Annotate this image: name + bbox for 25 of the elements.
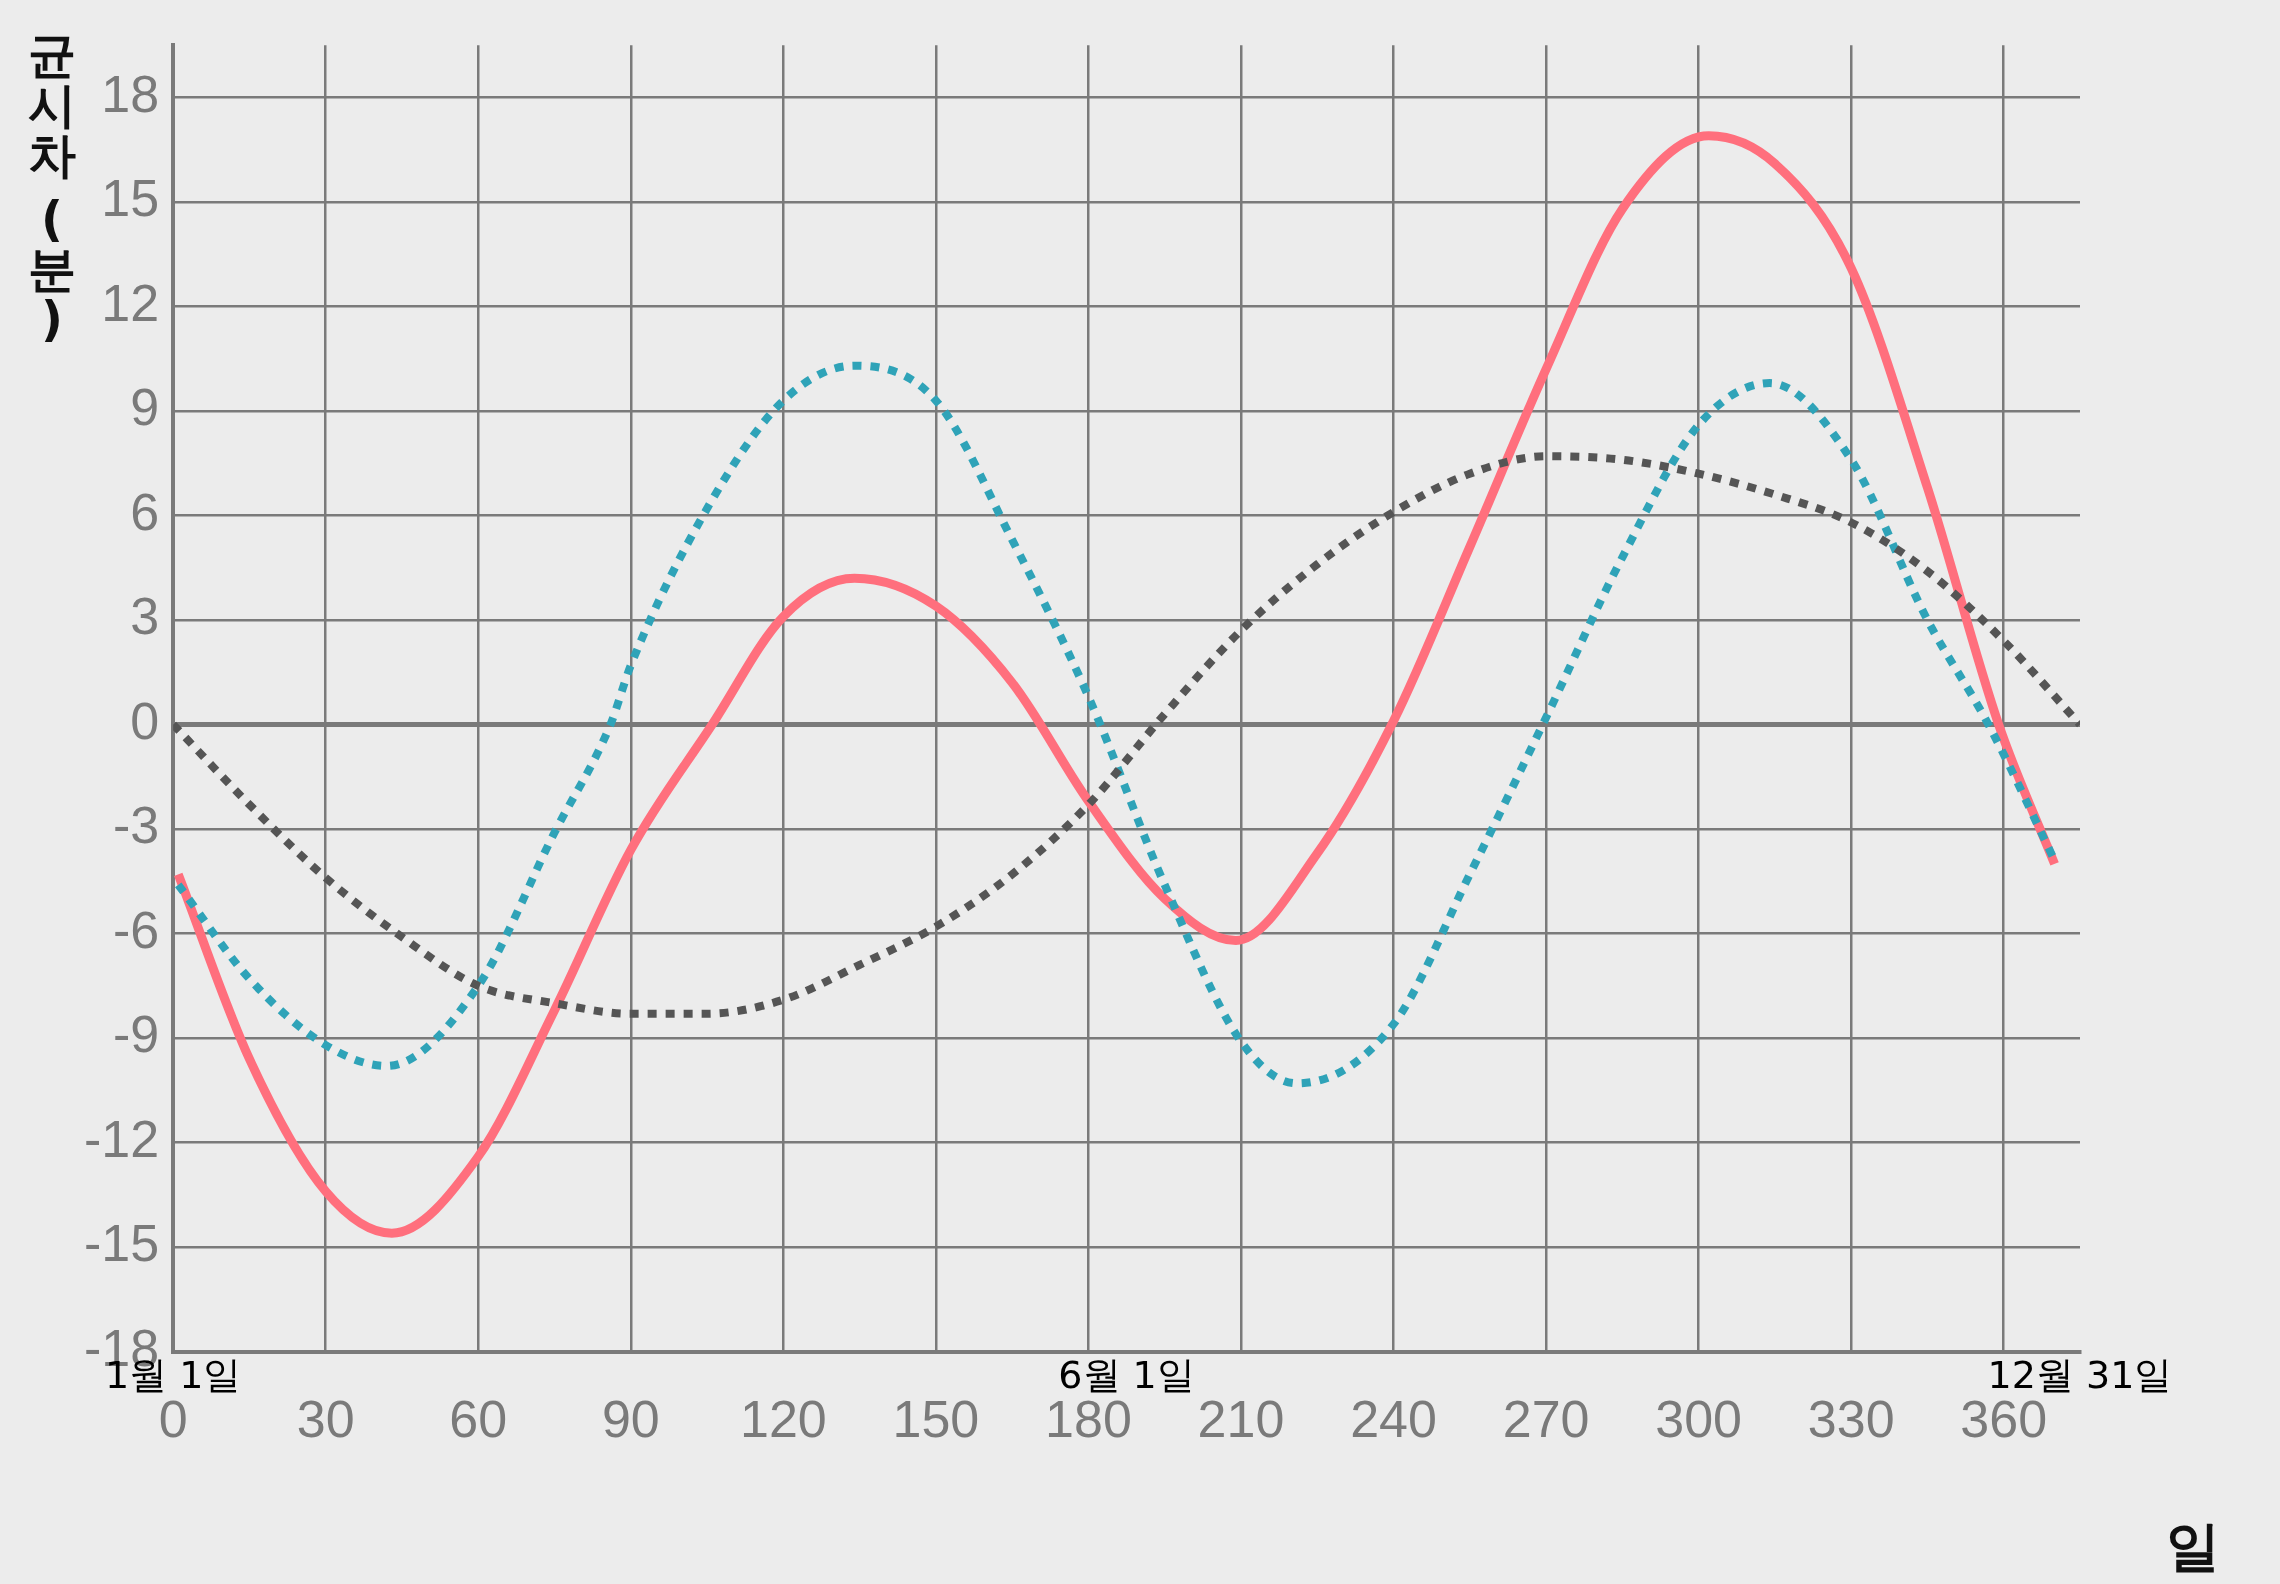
y-tick-label: 3 bbox=[130, 587, 160, 646]
y-tick-label: -15 bbox=[84, 1214, 160, 1273]
y-tick-label: 9 bbox=[130, 378, 160, 437]
x-axis-title: 일 bbox=[2166, 1514, 2220, 1580]
y-tick-label: -6 bbox=[112, 900, 160, 959]
x-tick-label: 90 bbox=[601, 1390, 660, 1449]
x-tick-label: 240 bbox=[1350, 1390, 1437, 1449]
y-tick-label: 18 bbox=[101, 64, 160, 123]
y-tick-label: 12 bbox=[101, 273, 160, 332]
y-tick-label: -9 bbox=[112, 1005, 160, 1064]
y-tick-label: -3 bbox=[112, 796, 160, 855]
x-tick-label: 60 bbox=[449, 1390, 508, 1449]
y-tick-label: -12 bbox=[84, 1109, 160, 1168]
y-tick-label: 0 bbox=[130, 691, 160, 750]
x-tick-label: 300 bbox=[1655, 1390, 1743, 1449]
y-tick-label: 15 bbox=[101, 169, 160, 228]
text: 12월 31일 bbox=[1987, 1353, 2173, 1398]
x-tick-label: 120 bbox=[739, 1390, 827, 1449]
x-tick-label: 330 bbox=[1807, 1390, 1895, 1449]
x-tick-label: 270 bbox=[1502, 1390, 1590, 1449]
x-tick-label: 30 bbox=[296, 1390, 355, 1449]
y-axis-title: 균시차 (분) bbox=[27, 27, 77, 347]
x-tick-label: 150 bbox=[892, 1390, 980, 1449]
x-tick-label: 210 bbox=[1197, 1390, 1285, 1449]
y-tick-label: 6 bbox=[130, 482, 160, 541]
